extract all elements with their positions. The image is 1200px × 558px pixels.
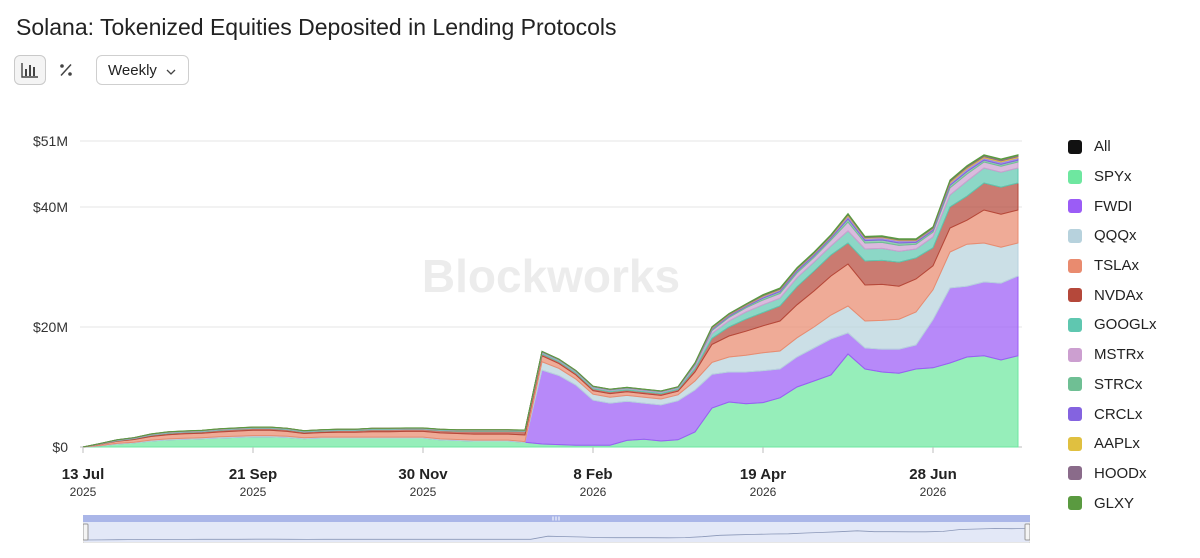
x-tick-label: 19 Apr <box>740 466 786 483</box>
x-tick-label: 28 Jun <box>909 466 957 483</box>
navigator-grip-icon[interactable] <box>552 516 560 521</box>
x-tick-label: 21 Sep <box>229 466 277 483</box>
legend-item-fwdi[interactable]: FWDI <box>1068 191 1157 221</box>
legend-label: STRCx <box>1094 375 1143 393</box>
y-axis-ticks: $0 $20M $40M $51M <box>33 133 68 455</box>
legend-item-hoodx[interactable]: HOODx <box>1068 459 1157 489</box>
legend-swatch <box>1068 258 1082 273</box>
legend-item-googlx[interactable]: GOOGLx <box>1068 310 1157 340</box>
legend-swatch <box>1068 228 1082 243</box>
legend-swatch <box>1068 347 1082 362</box>
y-tick-label: $40M <box>33 199 68 215</box>
legend-swatch <box>1068 317 1082 332</box>
legend-label: TSLAx <box>1094 257 1140 275</box>
x-tick-year: 2026 <box>580 485 607 499</box>
y-tick-label: $51M <box>33 133 68 149</box>
legend-label: HOODx <box>1094 464 1147 482</box>
legend-item-aaplx[interactable]: AAPLx <box>1068 429 1157 459</box>
legend-label: QQQx <box>1094 227 1137 245</box>
percent-icon <box>60 63 72 77</box>
legend-swatch <box>1068 139 1082 154</box>
legend-item-mstrx[interactable]: MSTRx <box>1068 340 1157 370</box>
interval-dropdown[interactable]: Weekly <box>96 55 189 85</box>
legend-swatch <box>1068 169 1082 184</box>
legend-swatch <box>1068 496 1082 511</box>
x-tick-label: 30 Nov <box>398 466 448 483</box>
x-tick-year: 2026 <box>920 485 947 499</box>
bar-chart-icon <box>21 63 38 78</box>
y-tick-label: $0 <box>52 439 68 455</box>
legend-swatch <box>1068 377 1082 392</box>
x-tick-year: 2025 <box>410 485 437 499</box>
x-tick-year: 2026 <box>750 485 777 499</box>
legend-swatch <box>1068 436 1082 451</box>
legend-label: NVDAx <box>1094 286 1144 304</box>
legend-item-qqqx[interactable]: QQQx <box>1068 221 1157 251</box>
range-navigator[interactable] <box>83 515 1030 543</box>
legend-swatch <box>1068 288 1082 303</box>
y-tick-label: $20M <box>33 319 68 335</box>
legend-label: SPYx <box>1094 168 1132 186</box>
x-tick-label: 8 Feb <box>573 466 612 483</box>
x-tick-year: 2025 <box>240 485 267 499</box>
area-series <box>82 154 1019 448</box>
legend-label: GLXY <box>1094 494 1135 512</box>
interval-dropdown-label: Weekly <box>108 61 157 79</box>
legend-item-strcx[interactable]: STRCx <box>1068 370 1157 400</box>
legend-label: CRCLx <box>1094 405 1143 423</box>
navigator-right-handle[interactable] <box>1024 523 1030 541</box>
legend-swatch <box>1068 466 1082 481</box>
legend-item-crclx[interactable]: CRCLx <box>1068 399 1157 429</box>
legend-swatch <box>1068 199 1082 214</box>
x-tick-year: 2025 <box>70 485 97 499</box>
watermark: Blockworks <box>422 250 680 302</box>
legend-item-nvdax[interactable]: NVDAx <box>1068 280 1157 310</box>
legend-label: GOOGLx <box>1094 316 1157 334</box>
legend-label: FWDI <box>1094 197 1133 215</box>
x-axis-ticks: 13 Jul 2025 21 Sep 2025 30 Nov 2025 8 Feb 2026 1… <box>62 447 957 499</box>
navigator-selection[interactable] <box>84 522 1029 542</box>
bar-chart-button[interactable] <box>14 55 46 85</box>
percent-button[interactable] <box>50 55 82 85</box>
legend-item-tslax[interactable]: TSLAx <box>1068 251 1157 281</box>
legend-item-all[interactable]: All <box>1068 132 1157 162</box>
legend-label: MSTRx <box>1094 346 1144 364</box>
legend: All SPYx FWDI QQQx TSLAx NVDAx GOOGLx MS… <box>1068 132 1157 518</box>
legend-label: AAPLx <box>1094 435 1140 453</box>
chart-toolbar: Weekly <box>14 54 189 86</box>
legend-item-spyx[interactable]: SPYx <box>1068 162 1157 192</box>
chart-title: Solana: Tokenized Equities Deposited in … <box>16 14 617 40</box>
area-glxy[interactable] <box>82 154 1019 448</box>
x-tick-label: 13 Jul <box>62 466 105 483</box>
legend-label: All <box>1094 138 1111 156</box>
navigator-series-line <box>83 528 1030 541</box>
navigator-left-handle[interactable] <box>83 523 89 541</box>
legend-swatch <box>1068 407 1082 422</box>
chevron-down-icon <box>166 62 176 79</box>
legend-item-glxy[interactable]: GLXY <box>1068 488 1157 518</box>
stacked-area-chart: Blockworks $0 $20M $40M $51M 13 Jul 2025 21 S… <box>33 133 1022 499</box>
